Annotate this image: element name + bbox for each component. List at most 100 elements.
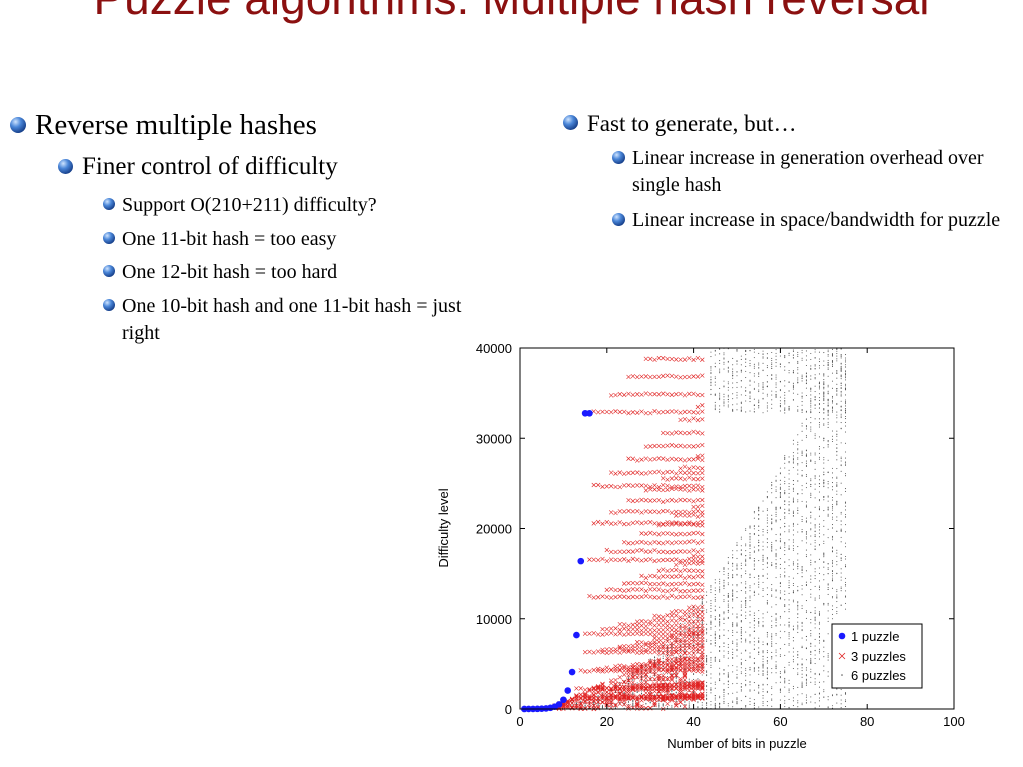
point-3-puzzles <box>600 409 605 415</box>
point-6-puzzles <box>697 637 699 639</box>
point-3-puzzles <box>695 609 701 615</box>
point-6-puzzles <box>758 508 760 510</box>
point-3-puzzles <box>608 510 614 515</box>
point-6-puzzles <box>658 706 660 708</box>
point-3-puzzles <box>647 683 653 688</box>
point-3-puzzles <box>682 483 688 489</box>
point-3-puzzles <box>639 698 644 703</box>
point-6-puzzles <box>827 390 829 392</box>
point-3-puzzles <box>639 587 644 592</box>
point-6-puzzles <box>693 643 695 645</box>
point-3-puzzles <box>678 522 683 527</box>
point-6-puzzles <box>745 573 747 575</box>
point-6-puzzles <box>732 569 734 571</box>
point-3-puzzles <box>700 692 705 697</box>
point-3-puzzles <box>695 477 701 482</box>
point-3-puzzles <box>687 470 692 476</box>
point-6-puzzles <box>792 522 794 524</box>
point-6-puzzles <box>836 360 838 362</box>
point-3-puzzles <box>700 609 705 615</box>
point-6-puzzles <box>818 399 821 401</box>
point-6-puzzles <box>745 570 747 572</box>
point-3-puzzles <box>647 696 653 702</box>
point-3-puzzles <box>643 627 649 633</box>
point-6-puzzles <box>640 677 643 679</box>
point-6-puzzles <box>727 371 729 373</box>
point-6-puzzles <box>736 583 738 586</box>
point-3-puzzles <box>569 700 575 706</box>
point-6-puzzles <box>805 678 807 680</box>
point-3-puzzles <box>656 694 662 699</box>
point-6-puzzles <box>658 650 660 653</box>
point-6-puzzles <box>732 656 734 658</box>
point-3-puzzles <box>665 631 670 637</box>
point-3-puzzles <box>669 409 675 414</box>
point-6-puzzles <box>758 621 760 624</box>
point-6-puzzles <box>706 631 708 633</box>
point-3-puzzles <box>643 642 649 648</box>
point-6-puzzles <box>693 644 695 647</box>
point-6-puzzles <box>762 674 764 676</box>
point-3-puzzles <box>661 430 666 436</box>
point-6-puzzles <box>684 637 686 639</box>
point-3-puzzles <box>687 632 692 638</box>
point-3-puzzles <box>674 700 679 706</box>
point-6-puzzles <box>706 628 708 630</box>
point-6-puzzles <box>701 601 703 603</box>
point-3-puzzles <box>678 443 683 448</box>
point-3-puzzles <box>674 681 679 687</box>
point-6-puzzles <box>810 452 812 454</box>
point-6-puzzles <box>831 435 834 437</box>
point-3-puzzles <box>691 575 696 580</box>
point-6-puzzles <box>714 401 716 403</box>
point-6-puzzles <box>784 480 786 482</box>
point-3-puzzles <box>643 444 649 449</box>
point-6-puzzles <box>714 645 716 647</box>
point-6-puzzles <box>771 656 773 658</box>
point-6-puzzles <box>827 410 829 412</box>
point-3-puzzles <box>600 699 605 705</box>
point-6-puzzles <box>753 662 755 664</box>
point-3-puzzles <box>682 669 688 675</box>
point-3-puzzles <box>700 466 705 471</box>
point-3-puzzles <box>582 694 588 700</box>
point-6-puzzles <box>831 563 834 565</box>
bullet-12-bit: One 12-bit hash = too hard <box>103 259 503 286</box>
y-tick-label: 0 <box>505 702 512 717</box>
point-3-puzzles <box>669 623 675 629</box>
point-6-puzzles <box>779 597 781 599</box>
point-6-puzzles <box>771 705 773 707</box>
point-6-puzzles <box>836 355 838 357</box>
point-6-puzzles <box>810 492 812 494</box>
point-3-puzzles <box>613 647 618 652</box>
x-tick-label: 0 <box>516 714 523 729</box>
point-6-puzzles <box>805 460 807 462</box>
point-6-puzzles <box>766 670 768 672</box>
point-3-puzzles <box>700 357 705 362</box>
point-6-puzzles <box>723 655 725 657</box>
point-6-puzzles <box>823 651 825 653</box>
point-6-puzzles <box>810 588 812 591</box>
point-6-puzzles <box>788 478 790 480</box>
point-6-puzzles <box>762 664 764 666</box>
blue-sphere-icon <box>103 299 115 311</box>
point-6-puzzles <box>649 701 651 703</box>
point-6-puzzles <box>788 461 790 463</box>
bullet-11-bit: One 11-bit hash = too easy <box>103 226 503 253</box>
point-6-puzzles <box>775 489 777 491</box>
point-6-puzzles <box>771 562 773 564</box>
point-3-puzzles <box>600 484 605 489</box>
point-3-puzzles <box>630 556 636 562</box>
point-6-puzzles <box>827 617 829 619</box>
point-6-puzzles <box>775 395 777 397</box>
point-6-puzzles <box>697 702 699 704</box>
point-3-puzzles <box>674 695 679 701</box>
point-6-puzzles <box>740 394 742 396</box>
point-6-puzzles <box>732 404 734 406</box>
point-3-puzzles <box>695 619 701 624</box>
point-3-puzzles <box>674 430 679 435</box>
point-6-puzzles <box>797 499 799 501</box>
point-6-puzzles <box>775 362 777 364</box>
point-3-puzzles <box>665 483 670 489</box>
point-6-puzzles <box>844 692 847 694</box>
